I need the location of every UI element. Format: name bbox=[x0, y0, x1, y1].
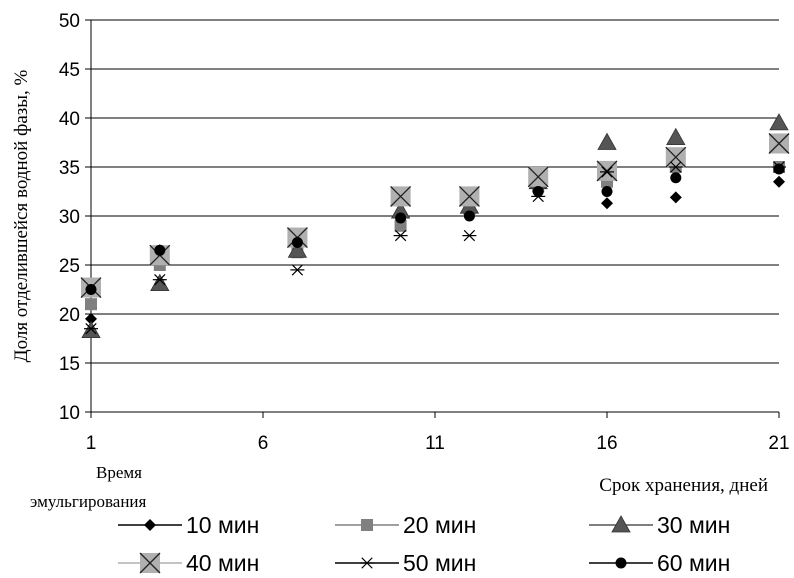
data-point-star bbox=[393, 229, 408, 242]
data-point-square bbox=[85, 298, 97, 311]
data-point-square bbox=[394, 219, 407, 232]
x-tick-labels: 1 6 11 16 21 bbox=[86, 433, 790, 454]
legend-marker-star bbox=[360, 557, 374, 569]
data-point-triangle bbox=[666, 127, 686, 146]
data-point-diamond bbox=[601, 197, 613, 210]
data-point-boxx bbox=[596, 160, 618, 182]
data-point-circle bbox=[773, 163, 785, 175]
series-3 bbox=[81, 113, 789, 339]
y-axis-title: Доля отделившейся водной фазы, % bbox=[11, 69, 32, 362]
data-point-triangle bbox=[150, 273, 170, 292]
y-tick-label: 45 bbox=[59, 60, 80, 81]
data-point-star bbox=[152, 274, 167, 286]
data-point-triangle bbox=[597, 132, 617, 150]
legend: 10 мин 20 мин 30 мин 40 мин 50 мин 60 мин bbox=[118, 512, 730, 576]
plot-area bbox=[80, 113, 790, 339]
legend-item: 50 мин bbox=[335, 550, 476, 576]
grid-lines bbox=[91, 19, 779, 364]
legend-marker-triangle bbox=[611, 515, 631, 533]
y-tick-label: 40 bbox=[59, 109, 80, 130]
data-point-diamond bbox=[669, 191, 682, 204]
y-tick-label: 10 bbox=[59, 403, 80, 424]
data-point-star bbox=[668, 161, 683, 173]
x-axis-title: Срок хранения, дней bbox=[599, 475, 768, 496]
legend-label: 40 мин bbox=[186, 550, 259, 576]
legend-item: 20 мин bbox=[335, 512, 476, 538]
series-1 bbox=[85, 175, 785, 325]
series-4 bbox=[80, 133, 790, 298]
legend-title-line-2: эмульгирования bbox=[30, 492, 147, 511]
x-tick-label: 16 bbox=[596, 433, 617, 454]
legend-title-line-1: Время bbox=[96, 463, 142, 482]
series-2 bbox=[85, 161, 785, 311]
y-tick-labels: 10 15 20 25 30 35 40 45 50 bbox=[59, 11, 80, 424]
data-point-circle bbox=[154, 244, 166, 256]
legend-label: 20 мин bbox=[403, 512, 476, 538]
x-tick-label: 11 bbox=[425, 433, 445, 454]
data-point-circle bbox=[85, 284, 97, 295]
data-point-diamond bbox=[85, 312, 97, 325]
legend-item: 10 мин bbox=[118, 512, 259, 538]
y-tick-label: 50 bbox=[59, 11, 80, 32]
y-tick-label: 15 bbox=[59, 354, 80, 375]
data-point-boxx bbox=[458, 185, 480, 207]
x-tick-label: 6 bbox=[258, 433, 269, 454]
data-point-star bbox=[462, 229, 477, 242]
legend-marker-circle bbox=[615, 557, 627, 569]
data-point-circle bbox=[291, 236, 303, 248]
data-point-star bbox=[600, 166, 614, 178]
series-6 bbox=[85, 163, 785, 295]
legend-label: 30 мин bbox=[657, 512, 730, 538]
data-point-diamond bbox=[773, 175, 785, 188]
data-point-circle bbox=[463, 210, 475, 222]
data-point-circle bbox=[532, 186, 544, 197]
legend-marker-diamond bbox=[144, 519, 156, 531]
data-point-boxx bbox=[665, 146, 687, 168]
legend-item: 40 мин bbox=[118, 550, 259, 576]
legend-label: 50 мин bbox=[403, 550, 476, 576]
data-point-triangle bbox=[287, 240, 308, 258]
data-point-circle bbox=[601, 186, 613, 197]
legend-item: 60 мин bbox=[589, 550, 730, 576]
data-point-boxx bbox=[527, 166, 549, 188]
axes bbox=[85, 19, 780, 418]
data-point-star bbox=[290, 264, 305, 276]
legend-marker-square bbox=[361, 519, 373, 531]
data-point-triangle bbox=[81, 320, 101, 339]
x-tick-label: 1 bbox=[86, 433, 97, 454]
legend-label: 10 мин bbox=[186, 512, 259, 538]
x-tick-label: 21 bbox=[768, 433, 789, 454]
legend-label: 60 мин bbox=[657, 550, 730, 576]
data-point-circle bbox=[395, 212, 407, 224]
data-point-star bbox=[84, 323, 98, 335]
y-tick-label: 25 bbox=[59, 256, 80, 277]
series-5 bbox=[84, 161, 786, 335]
y-tick-label: 35 bbox=[59, 158, 80, 179]
data-point-circle bbox=[670, 172, 682, 184]
legend-marker-boxx bbox=[139, 552, 161, 574]
y-tick-label: 30 bbox=[59, 207, 80, 228]
y-tick-label: 20 bbox=[59, 305, 80, 326]
data-point-boxx bbox=[768, 133, 790, 154]
legend-item: 30 мин bbox=[589, 512, 730, 538]
data-point-triangle bbox=[769, 113, 789, 131]
data-point-boxx bbox=[390, 185, 412, 207]
